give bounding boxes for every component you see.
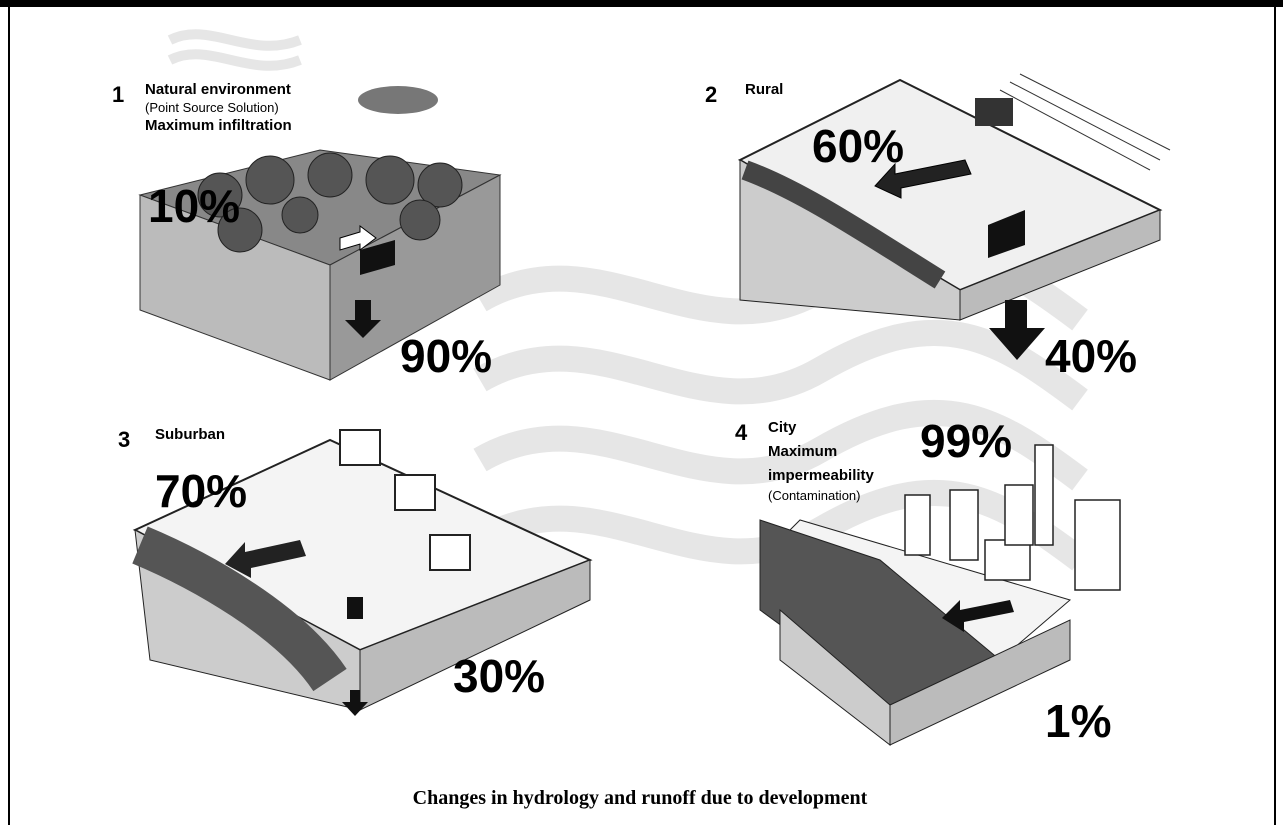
infiltration-percent: 30% <box>453 650 545 702</box>
diagram: 1 Natural environment (Point Source Solu… <box>0 0 1283 825</box>
runoff-percent: 60% <box>812 120 904 172</box>
caption: Changes in hydrology and runoff due to d… <box>413 787 868 809</box>
runoff-percent: 99% <box>920 415 1012 467</box>
panel-title: Suburban <box>155 426 225 443</box>
panel-title: Rural <box>745 81 783 98</box>
panel-title: Maximum infiltration <box>145 117 292 134</box>
panel-title: impermeability <box>768 467 875 484</box>
panel-title: City <box>768 419 797 436</box>
panel-title: Maximum <box>768 443 837 460</box>
runoff-percent: 10% <box>148 180 240 232</box>
panel-subtitle: (Point Source Solution) <box>145 100 279 115</box>
panel-number: 3 <box>118 427 130 452</box>
panel-title: Natural environment <box>145 81 291 98</box>
infiltration-percent: 40% <box>1045 330 1137 382</box>
infiltration-percent: 1% <box>1045 695 1111 747</box>
infiltration-percent: 90% <box>400 330 492 382</box>
runoff-percent: 70% <box>155 465 247 517</box>
panel-subtitle: (Contamination) <box>768 488 861 503</box>
panel-number: 1 <box>112 82 124 107</box>
top-border <box>0 0 1283 7</box>
panel-number: 4 <box>735 420 748 445</box>
panel-number: 2 <box>705 82 717 107</box>
